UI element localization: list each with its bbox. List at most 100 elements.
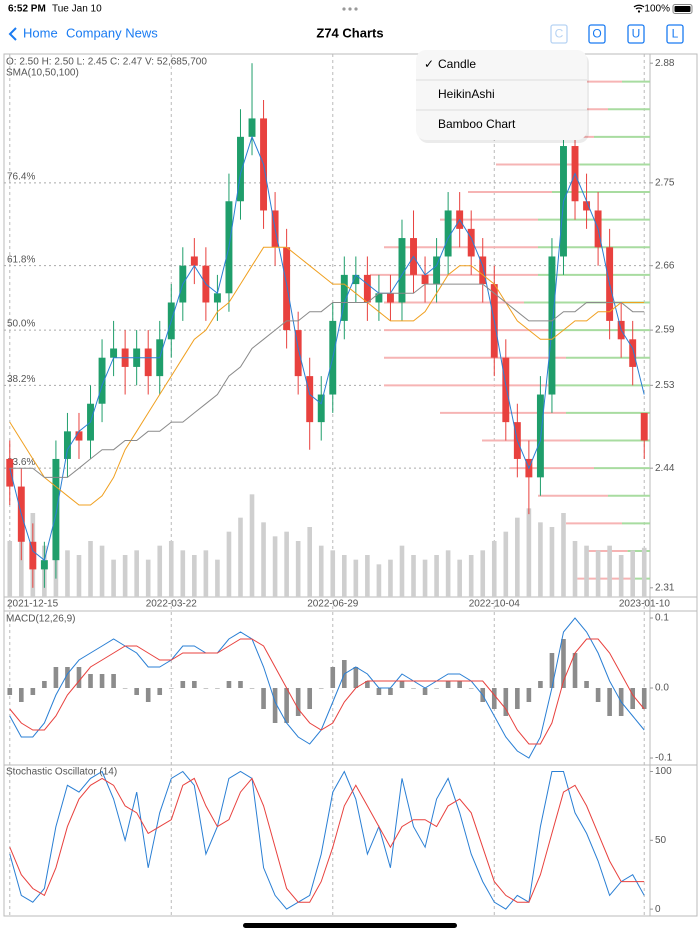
candle-body bbox=[375, 293, 383, 303]
candle-body bbox=[29, 541, 37, 570]
sma-legend: SMA(10,50,100) bbox=[6, 68, 79, 79]
back-chevron[interactable] bbox=[8, 27, 17, 41]
button-label[interactable]: O bbox=[592, 27, 601, 41]
candle-body bbox=[386, 293, 394, 303]
histogram-bar bbox=[295, 688, 301, 716]
multitask-dots[interactable] bbox=[342, 7, 358, 11]
volume-bar bbox=[192, 555, 197, 597]
menu-item[interactable]: Bamboo Chart bbox=[438, 117, 516, 131]
candle-body bbox=[398, 238, 406, 303]
histogram-bar bbox=[411, 688, 416, 689]
button-label[interactable]: C bbox=[555, 27, 564, 41]
histogram-bar bbox=[549, 653, 555, 688]
indicator-line bbox=[9, 617, 645, 759]
volume-bar bbox=[503, 531, 509, 597]
volume-bar bbox=[215, 559, 220, 597]
upper-button[interactable]: U bbox=[627, 24, 645, 44]
candle-body bbox=[363, 274, 371, 303]
menu-item[interactable]: HeikinAshi bbox=[438, 87, 495, 101]
histogram-bar bbox=[607, 688, 612, 716]
volume-bar bbox=[307, 527, 313, 597]
candle-body bbox=[63, 431, 71, 459]
histogram-bar bbox=[584, 681, 589, 688]
histogram-bar bbox=[88, 674, 93, 688]
back-label[interactable]: Home bbox=[23, 25, 58, 40]
status-time: 6:52 PM bbox=[8, 4, 46, 15]
chart-type-button[interactable]: C bbox=[550, 24, 568, 44]
y-tick-label: 2.88 bbox=[655, 58, 675, 69]
company-news-link[interactable]: Company News bbox=[66, 25, 158, 40]
chart-type-menu: ✓ Candle HeikinAshi Bamboo Chart bbox=[416, 50, 589, 143]
volume-bar bbox=[434, 555, 439, 597]
histogram-bar bbox=[526, 688, 532, 702]
histogram-bar bbox=[18, 688, 24, 702]
histogram-bar bbox=[30, 688, 36, 695]
volume-bar bbox=[261, 522, 266, 597]
volume-bar bbox=[18, 527, 24, 597]
candle-body bbox=[340, 274, 348, 321]
candle-body bbox=[421, 274, 429, 285]
indicator-line bbox=[9, 777, 645, 903]
volume-bar bbox=[122, 555, 128, 597]
back-button[interactable]: Home bbox=[8, 25, 58, 41]
histogram-bar bbox=[249, 688, 255, 689]
histogram-bar bbox=[122, 688, 128, 689]
volume-bar bbox=[618, 555, 624, 597]
candle-body bbox=[502, 357, 510, 423]
button-label[interactable]: U bbox=[632, 27, 641, 41]
volume-bar bbox=[595, 550, 601, 597]
y-tick-label: 0 bbox=[655, 904, 661, 915]
histogram-bar bbox=[157, 688, 163, 695]
volume-bar bbox=[365, 555, 370, 597]
menu-item[interactable]: ✓ Candle bbox=[424, 57, 476, 71]
lower-button[interactable]: L bbox=[666, 24, 684, 44]
indicator-line bbox=[9, 770, 645, 910]
histogram-bar bbox=[111, 674, 116, 688]
volume-bar bbox=[7, 541, 13, 597]
candle-body bbox=[283, 247, 291, 331]
histogram-bar bbox=[76, 667, 82, 688]
fib-label: 61.8% bbox=[7, 254, 35, 265]
volume-bar bbox=[457, 559, 462, 597]
x-tick-label: 2022-06-29 bbox=[307, 599, 359, 610]
volume-bar bbox=[341, 555, 347, 597]
histogram-bar bbox=[42, 681, 47, 688]
volume-bar bbox=[422, 559, 428, 597]
status-battery: 100% bbox=[644, 4, 670, 15]
histogram-bar bbox=[145, 688, 151, 702]
histogram-bar bbox=[284, 688, 289, 723]
indicator-line bbox=[9, 638, 645, 745]
candle-body bbox=[110, 348, 118, 358]
chart-frame bbox=[3, 53, 698, 917]
x-tick-label: 2022-03-22 bbox=[146, 599, 198, 610]
x-tick-label: 2023-01-10 bbox=[619, 599, 671, 610]
histogram-bar bbox=[134, 688, 139, 695]
histogram-bar bbox=[445, 681, 451, 688]
volume-bar bbox=[515, 517, 520, 597]
candle-body bbox=[640, 412, 648, 441]
volume-bar bbox=[88, 541, 93, 597]
histogram-bar bbox=[65, 667, 70, 688]
volume-bar bbox=[134, 550, 139, 597]
histogram-bar bbox=[238, 681, 243, 688]
histogram-bar bbox=[538, 681, 543, 688]
candle-body bbox=[444, 210, 452, 257]
histogram-bar bbox=[561, 639, 566, 688]
volume-bar bbox=[572, 541, 578, 597]
button-label[interactable]: L bbox=[672, 27, 679, 41]
ohlc-info: O: 2.50 H: 2.50 L: 2.45 C: 2.47 V: 52,68… bbox=[6, 57, 207, 68]
menu-check[interactable]: ✓ bbox=[424, 57, 434, 71]
y-tick-label: -0.1 bbox=[655, 753, 673, 764]
fib-label: 50.0% bbox=[7, 319, 35, 330]
histogram-bar bbox=[215, 688, 220, 689]
home-indicator[interactable] bbox=[243, 923, 457, 928]
menu-label[interactable]: Candle bbox=[438, 57, 476, 71]
volume-bar bbox=[65, 550, 70, 597]
histogram-bar bbox=[434, 688, 439, 689]
overlay-button[interactable]: O bbox=[588, 24, 606, 44]
histogram-bar bbox=[330, 667, 336, 688]
histogram-bar bbox=[318, 688, 324, 689]
histogram-bar bbox=[353, 667, 359, 688]
volume-bar bbox=[284, 531, 289, 597]
volume-bar bbox=[249, 494, 255, 597]
